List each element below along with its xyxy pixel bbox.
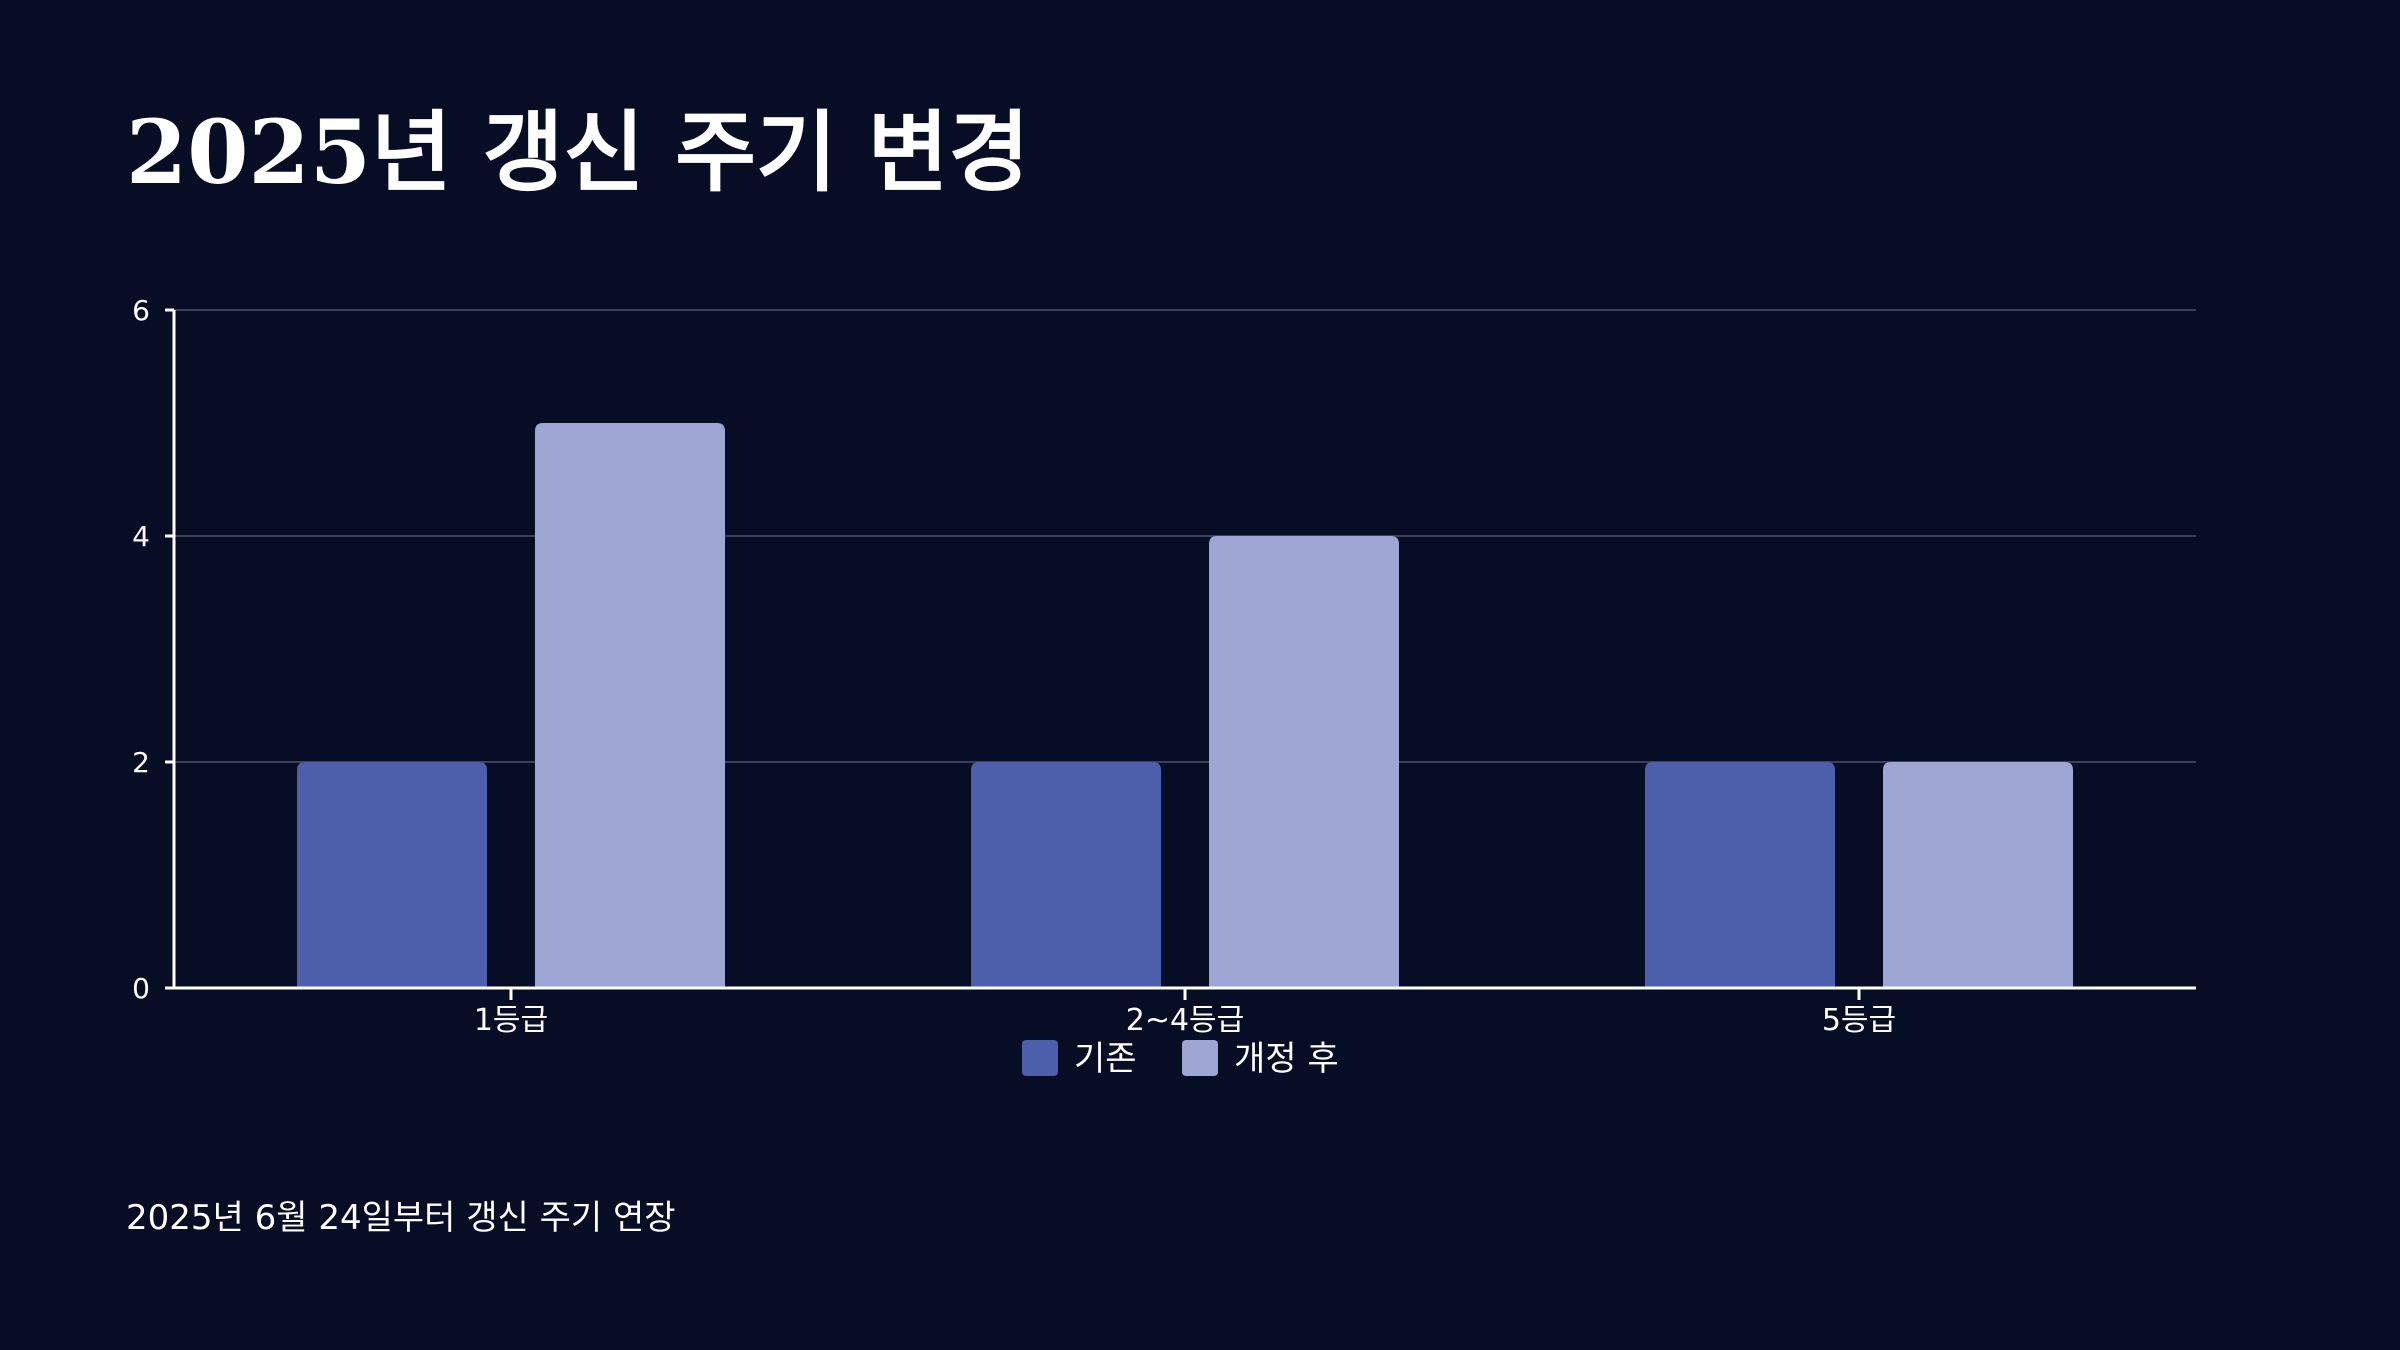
bar-after-1 <box>535 423 725 988</box>
y-tick-label: 0 <box>132 972 150 1005</box>
footnote: 2025년 6월 24일부터 갱신 주기 연장 <box>126 1198 676 1238</box>
bar-after-3 <box>1883 762 2073 988</box>
axes <box>165 308 2196 1000</box>
bar-before-1 <box>297 762 487 988</box>
bar-before-3 <box>1645 762 1835 988</box>
legend-swatch-before <box>1022 1040 1058 1076</box>
y-tick-label: 2 <box>132 746 150 779</box>
legend-label-after: 개정 후 <box>1234 1039 1339 1079</box>
legend: 기존 개정 후 <box>1022 1039 1339 1079</box>
bars <box>297 423 2073 988</box>
slide-title: 2025년 갱신 주기 변경 <box>126 100 1030 204</box>
x-tick-label: 2~4등급 <box>1126 1003 1245 1038</box>
gridlines <box>174 309 2196 763</box>
y-tick-label: 4 <box>132 520 150 553</box>
bar-after-2 <box>1209 536 1399 988</box>
legend-label-before: 기존 <box>1074 1039 1137 1079</box>
y-tick-label: 6 <box>132 294 150 327</box>
x-tick-label: 1등급 <box>474 1003 548 1038</box>
x-tick-label: 5등급 <box>1822 1003 1896 1038</box>
bar-before-2 <box>971 762 1161 988</box>
tick-labels: 0 2 4 6 1등급 2~4등급 5등급 <box>132 294 1896 1038</box>
legend-swatch-after <box>1182 1040 1218 1076</box>
